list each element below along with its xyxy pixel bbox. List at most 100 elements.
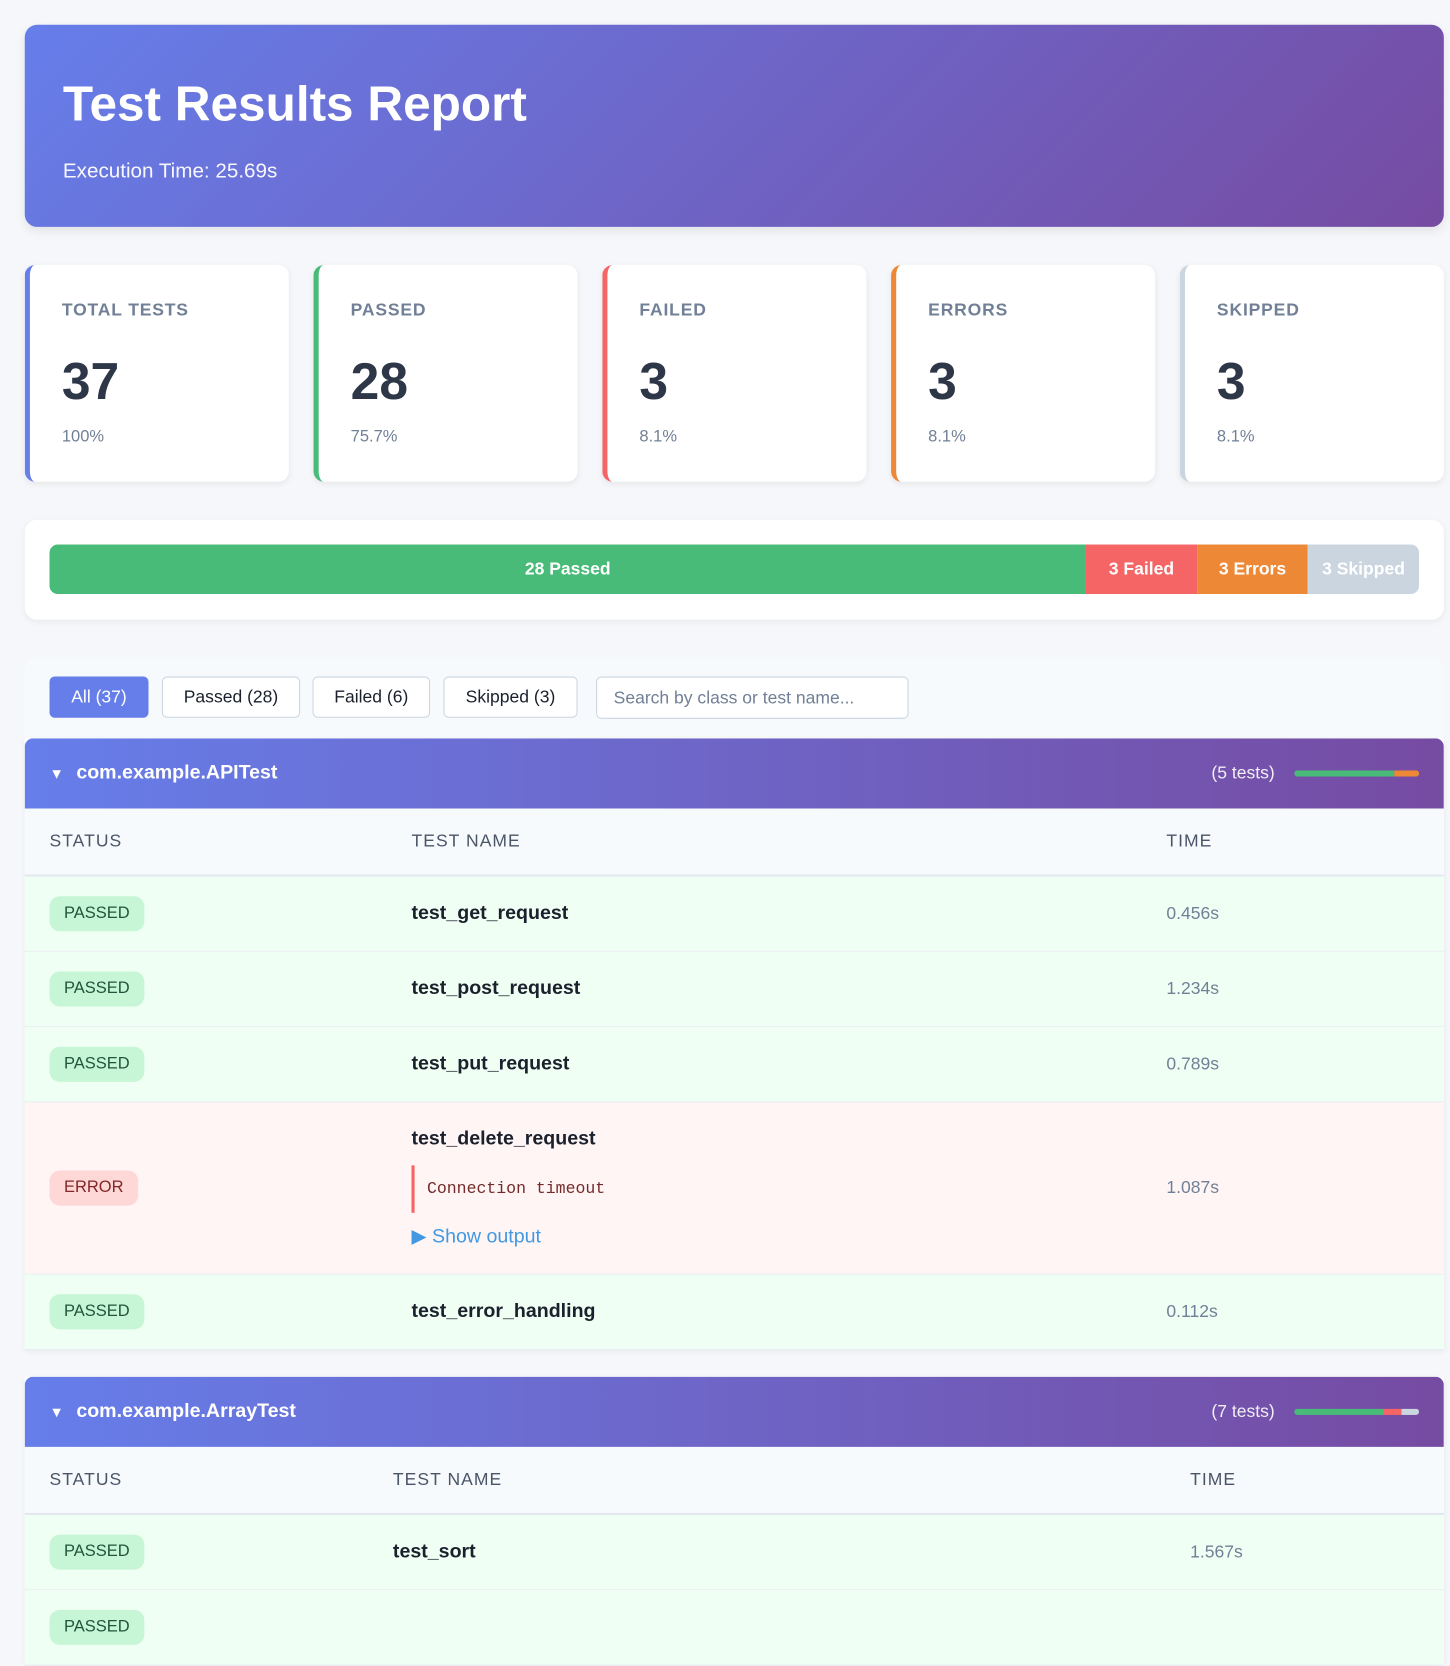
header: Test Results Report Execution Time: 25.6… — [24, 24, 1444, 227]
time-cell: 0.112s — [1166, 1302, 1217, 1323]
name-cell: test_put_request — [411, 1053, 1166, 1076]
progress-card: 28 Passed 3 Failed 3 Errors 3 Skipped — [24, 519, 1444, 620]
stat-value: 3 — [1216, 352, 1246, 411]
time-cell: 0.789s — [1166, 1054, 1219, 1075]
status-cell: PASSED — [25, 1609, 393, 1645]
test-time: 0.789s — [1166, 1053, 1220, 1074]
time-cell: 1.567s — [1190, 1542, 1243, 1563]
test-name: test_error_handling — [411, 1300, 596, 1323]
title: Test Results Report — [62, 77, 527, 133]
test-time: 0.112s — [1166, 1301, 1218, 1322]
filter-button[interactable]: All (37) — [49, 676, 149, 718]
status-badge: PASSED — [49, 1046, 145, 1082]
mini-segment — [1394, 770, 1420, 777]
stats: Total Tests 37 100% Passed 28 75.7% Failed 3 8.1… — [24, 265, 1444, 482]
stat-percent: 8.1% — [928, 427, 966, 446]
stat-card: Skipped 3 8.1% — [1179, 265, 1444, 482]
name-cell: test_sort — [393, 1541, 1190, 1564]
stat-label: Skipped — [1216, 300, 1300, 320]
column-header: Status — [49, 1469, 123, 1490]
show-output[interactable]: ▶ Show output — [411, 1225, 1166, 1249]
error-message: Connection timeout — [411, 1164, 1166, 1213]
mini-segment — [1294, 770, 1395, 777]
toggle-icon: ▼ — [49, 765, 64, 782]
test-row: PASSED — [24, 1590, 1444, 1666]
test-row: PASSED test_put_request 0.789s — [24, 1027, 1444, 1103]
page: {"header": {"title": "Test Results Repor… — [24, 24, 1444, 1666]
stat-label: Failed — [639, 300, 707, 320]
column-header: Status — [49, 831, 123, 851]
test-time: 1.567s — [1190, 1541, 1243, 1562]
test-time: 1.234s — [1166, 978, 1220, 999]
subtitle: Execution Time: 25.69s — [62, 159, 278, 183]
suite-name: com.example.ArrayTest — [76, 1400, 296, 1423]
stat-value: 37 — [61, 352, 120, 411]
test-row: PASSED test_error_handling 0.112s — [24, 1274, 1444, 1350]
column-header: Test Name — [392, 1469, 503, 1490]
filter-button[interactable]: Passed (28) — [161, 676, 301, 718]
status-cell: PASSED — [25, 1294, 412, 1330]
stat-card: Errors 3 8.1% — [891, 265, 1156, 482]
filters: Search by class or test name... All (37)… — [24, 656, 1444, 740]
status-badge: PASSED — [49, 971, 145, 1007]
stat-percent: 75.7% — [350, 427, 398, 446]
status-badge: PASSED — [49, 1294, 145, 1330]
suite-count: (7 tests) — [1211, 1401, 1275, 1422]
status-cell: PASSED — [25, 1534, 393, 1570]
name-cell: test_get_request — [411, 902, 1166, 925]
status-cell: PASSED — [25, 896, 412, 932]
suite: ▼ com.example.APITest (5 tests) Status Test … — [24, 738, 1444, 1350]
table-header: Status Test Name Time — [24, 1446, 1444, 1515]
stat-card: Total Tests 37 100% — [24, 265, 289, 482]
suite-name: com.example.APITest — [76, 762, 278, 784]
mini-segment — [1294, 1408, 1384, 1415]
progress-segment: 3 Failed — [1085, 544, 1197, 595]
report: Test Results Report Execution Time: 25.6… — [24, 24, 1444, 1666]
suite-mini-bar — [1294, 770, 1420, 777]
stat-percent: 8.1% — [1216, 427, 1255, 446]
suite-header[interactable]: ▼ com.example.ArrayTest (7 tests) — [24, 1376, 1444, 1447]
stat-percent: 100% — [61, 427, 105, 446]
test-name: test_get_request — [411, 902, 569, 925]
search-input[interactable]: Search by class or test name... — [596, 676, 909, 719]
column-header: Time — [1166, 831, 1213, 851]
filter-button[interactable]: Failed (6) — [312, 676, 431, 718]
test-row: PASSED test_get_request 0.456s — [24, 876, 1444, 952]
name-cell: test_post_request — [411, 978, 1166, 1001]
toggle-icon: ▼ — [49, 1403, 64, 1421]
mini-segment — [1383, 1408, 1402, 1415]
test-row: ERROR test_delete_request Connection timeo… — [24, 1102, 1444, 1275]
test-time: 1.087s — [1166, 1177, 1220, 1198]
progress-segment: 3 Errors — [1196, 544, 1309, 595]
test-name: test_post_request — [411, 977, 581, 1000]
stat-value: 3 — [928, 352, 957, 411]
progress-bar: 28 Passed 3 Failed 3 Errors 3 Skipped — [49, 544, 1420, 595]
column-header: Test Name — [411, 831, 521, 851]
stat-card: Failed 3 8.1% — [602, 265, 867, 482]
test-name: test_put_request — [411, 1052, 570, 1075]
test-row: PASSED test_post_request 1.234s — [24, 951, 1444, 1028]
mini-segment — [1401, 1408, 1420, 1415]
test-time: 0.456s — [1166, 903, 1220, 924]
status-cell: ERROR — [25, 1170, 412, 1206]
stat-card: Passed 28 75.7% — [313, 265, 578, 482]
expand-icon: ▶ — [411, 1225, 433, 1248]
table-header: Status Test Name Time — [24, 808, 1444, 877]
progress-segment: 3 Skipped — [1308, 544, 1420, 595]
suite-header[interactable]: ▼ com.example.APITest (5 tests) — [24, 738, 1444, 809]
suite: ▼ com.example.ArrayTest (7 tests) Status Tes… — [24, 1376, 1444, 1666]
test-row: PASSED test_sort 1.567s — [24, 1514, 1444, 1591]
status-cell: PASSED — [25, 1046, 412, 1082]
time-cell: 1.234s — [1166, 979, 1219, 1000]
name-cell: test_delete_request Connection timeout ▶ S… — [411, 1128, 1166, 1249]
test-name: test_delete_request — [411, 1127, 596, 1150]
filter-button[interactable]: Skipped (3) — [443, 676, 578, 718]
status-badge: PASSED — [49, 1534, 145, 1570]
test-name: test_sort — [392, 1540, 476, 1563]
stat-value: 28 — [350, 352, 409, 411]
status-badge: ERROR — [49, 1170, 138, 1206]
column-header: Time — [1190, 1469, 1237, 1490]
stat-label: Total Tests — [61, 300, 189, 320]
status-badge: PASSED — [49, 896, 145, 932]
stat-value: 3 — [639, 352, 669, 411]
